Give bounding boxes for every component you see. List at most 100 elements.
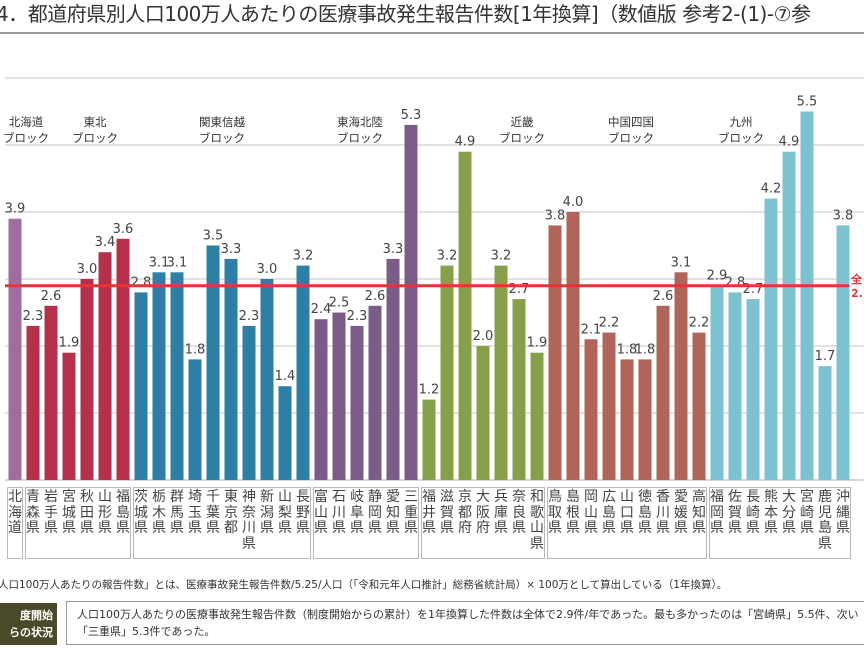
data-label: 2.2 <box>689 316 710 331</box>
bar <box>332 312 346 480</box>
summary-line2: 「三重県」5.3件であった。 <box>77 625 216 638</box>
data-label: 3.8 <box>833 208 854 223</box>
data-label: 1.4 <box>275 369 296 384</box>
prefecture-label: 山梨県 <box>278 489 292 536</box>
summary-tag: 度開始 らの状況 <box>0 603 57 645</box>
prefecture-label: 長野県 <box>296 489 310 536</box>
block-group-box <box>133 487 311 559</box>
prefecture-label: 愛媛県 <box>674 489 688 536</box>
bar <box>764 198 778 480</box>
page-title: 4．都道府県別人口100万人あたりの医療事故発生報告件数[1年換算]（数値版 参… <box>0 2 811 26</box>
data-label: 4.9 <box>455 135 476 150</box>
bar <box>548 225 562 480</box>
block-label: 北海道 ブロック <box>3 115 49 145</box>
summary-line1: 人口100万人あたりの医療事故発生報告件数（制度開始からの累計）を1年換算した件… <box>77 608 859 621</box>
title-divider <box>0 32 864 34</box>
data-label: 3.2 <box>293 249 314 264</box>
block-group-box <box>709 487 851 559</box>
bar <box>260 279 274 480</box>
bar <box>638 359 652 480</box>
summary-tag-line2: らの状況 <box>9 626 53 639</box>
prefecture-label: 鳥取県 <box>548 489 562 536</box>
bar <box>674 272 688 480</box>
prefecture-label: 岡山県 <box>584 489 598 536</box>
bar <box>62 352 76 480</box>
block-label: 近畿 ブロック <box>499 115 545 145</box>
data-label: 4.9 <box>779 135 800 150</box>
bar <box>98 252 112 480</box>
prefecture-label: 福井県 <box>422 489 436 536</box>
prefecture-label: 東京都 <box>224 489 238 536</box>
prefecture-label: 大分県 <box>782 489 796 536</box>
bar <box>584 339 598 480</box>
data-label: 1.2 <box>419 383 440 398</box>
data-label: 2.3 <box>23 309 44 324</box>
bar <box>530 352 544 480</box>
prefecture-label: 徳島県 <box>638 489 652 536</box>
bar <box>368 305 382 480</box>
block-label: 九州 ブロック <box>718 115 764 145</box>
bar <box>602 332 616 480</box>
bar <box>224 258 238 480</box>
bar <box>782 151 796 480</box>
bar <box>296 265 310 480</box>
data-label: 3.4 <box>95 235 116 250</box>
prefecture-label: 広島県 <box>602 489 616 536</box>
data-label: 2.6 <box>365 289 386 304</box>
block-label: 関東信越 ブロック <box>199 115 245 145</box>
data-label: 3.1 <box>167 255 188 270</box>
block-label: 中国四国 ブロック <box>608 115 654 145</box>
prefecture-label: 秋田県 <box>80 489 94 536</box>
data-label: 3.3 <box>383 242 404 257</box>
bar <box>314 319 328 480</box>
bar <box>188 359 202 480</box>
prefecture-label: 高知県 <box>692 489 706 536</box>
data-label: 4.2 <box>761 182 782 197</box>
data-label: 2.8 <box>131 275 152 290</box>
prefecture-label: 山形県 <box>98 489 112 536</box>
bar <box>692 332 706 480</box>
bar <box>242 325 256 480</box>
prefecture-label: 三重県 <box>404 489 418 536</box>
bar <box>656 305 670 480</box>
data-label: 5.3 <box>401 108 422 123</box>
prefecture-label: 愛知県 <box>386 489 400 536</box>
data-label: 1.8 <box>185 342 206 357</box>
prefecture-label: 奈良県 <box>512 489 526 536</box>
bar <box>404 124 418 481</box>
prefecture-label: 青森県 <box>26 489 40 536</box>
prefecture-label: 北海道 <box>8 489 22 536</box>
block-group-box <box>421 487 545 559</box>
prefecture-label: 栃木県 <box>152 489 166 536</box>
bar <box>350 325 364 480</box>
bar <box>152 272 166 480</box>
bar <box>512 299 526 480</box>
prefecture-label: 千葉県 <box>206 489 220 536</box>
data-label: 2.5 <box>329 296 350 311</box>
bar <box>746 299 760 480</box>
average-label: 全 2. <box>851 273 863 300</box>
prefecture-label: 静岡県 <box>368 489 382 536</box>
block-label: 東海北陸 ブロック <box>337 115 383 145</box>
data-label: 2.0 <box>473 329 494 344</box>
block-group-box <box>547 487 707 559</box>
data-label: 1.9 <box>527 336 548 351</box>
prefecture-label: 石川県 <box>332 489 346 536</box>
data-label: 4.0 <box>563 195 584 210</box>
prefecture-label: 熊本県 <box>764 489 778 536</box>
data-label: 2.1 <box>581 322 602 337</box>
summary-tag-line1: 度開始 <box>20 609 53 622</box>
bar <box>206 245 220 480</box>
data-label: 3.6 <box>113 222 134 237</box>
bar <box>422 399 436 480</box>
bar <box>134 292 148 480</box>
bar <box>494 265 508 480</box>
bar <box>44 305 58 480</box>
prefecture-label: 香川県 <box>656 489 670 536</box>
prefecture-label: 大阪府 <box>476 489 490 536</box>
bar <box>818 366 832 480</box>
bar <box>800 111 814 480</box>
prefecture-label: 滋賀県 <box>440 489 454 536</box>
data-label: 3.0 <box>77 262 98 277</box>
